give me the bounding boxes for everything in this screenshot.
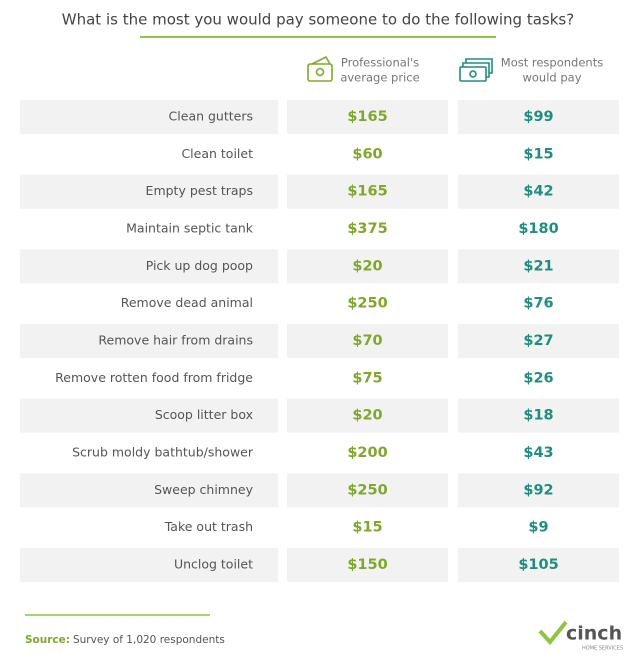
money-icon xyxy=(459,58,493,82)
price-cell: $250 xyxy=(347,296,387,312)
task-label: Maintain septic tank xyxy=(126,220,254,235)
row-band xyxy=(458,174,619,209)
row-band xyxy=(20,323,278,358)
column-header: would pay xyxy=(522,71,581,85)
column-header: Professional's xyxy=(341,56,419,70)
row-band xyxy=(287,100,448,134)
price-cell: $165 xyxy=(347,109,387,125)
title: What is the most you would pay someone t… xyxy=(62,11,574,29)
price-cell: $200 xyxy=(347,445,387,461)
row-band xyxy=(287,249,448,284)
price-cell: $375 xyxy=(347,221,387,237)
task-label: Unclog toilet xyxy=(174,556,253,571)
price-cell: $26 xyxy=(523,370,553,386)
price-cell: $42 xyxy=(523,184,553,200)
price-cell: $75 xyxy=(352,370,382,386)
price-icon xyxy=(307,55,333,82)
row-band xyxy=(287,398,448,433)
price-cell: $165 xyxy=(347,184,387,200)
price-cell: $92 xyxy=(523,482,553,498)
price-cell: $105 xyxy=(518,557,558,573)
price-cell: $43 xyxy=(523,445,553,461)
row-band xyxy=(458,323,619,358)
row-band xyxy=(287,473,448,508)
task-label: Empty pest traps xyxy=(146,183,253,198)
column-header: average price xyxy=(340,71,419,85)
source-text: Survey of 1,020 respondents xyxy=(73,634,225,646)
price-cell: $21 xyxy=(523,258,553,274)
price-cell: $9 xyxy=(528,520,548,536)
row-band xyxy=(458,547,619,582)
price-cell: $18 xyxy=(523,408,553,424)
source: Source: Survey of 1,020 respondents xyxy=(25,634,225,646)
row-band xyxy=(20,249,278,284)
row-band xyxy=(287,547,448,582)
row-band xyxy=(20,547,278,582)
task-label: Remove dead animal xyxy=(121,295,253,310)
row-band xyxy=(458,100,619,134)
task-label: Scrub moldy bathtub/shower xyxy=(72,444,254,459)
task-label: Clean gutters xyxy=(169,109,253,124)
task-label: Remove rotten food from fridge xyxy=(55,370,253,385)
price-cell: $150 xyxy=(347,557,387,573)
row-band xyxy=(287,174,448,209)
row-band xyxy=(458,249,619,284)
price-cell: $20 xyxy=(352,408,382,424)
source-label: Source: xyxy=(25,634,70,646)
row-band xyxy=(20,473,278,508)
row-band xyxy=(20,100,278,134)
logo-check xyxy=(538,620,568,646)
price-cell: $20 xyxy=(352,258,382,274)
price-cell: $15 xyxy=(352,520,382,536)
row-band xyxy=(458,398,619,433)
task-label: Take out trash xyxy=(164,519,253,534)
task-label: Clean toilet xyxy=(181,146,253,161)
row-band xyxy=(458,473,619,508)
price-cell: $99 xyxy=(523,109,553,125)
column-header: Most respondents xyxy=(501,56,603,70)
task-label: Pick up dog poop xyxy=(146,258,253,273)
task-label: Sweep chimney xyxy=(154,482,254,497)
price-cell: $15 xyxy=(523,146,553,162)
row-band xyxy=(287,323,448,358)
row-band xyxy=(20,174,278,209)
logo-sub: HOME SERVICES xyxy=(582,646,623,652)
price-cell: $27 xyxy=(523,333,553,349)
task-label: Remove hair from drains xyxy=(98,332,253,347)
price-cell: $180 xyxy=(518,221,558,237)
row-band xyxy=(20,398,278,433)
price-cell: $60 xyxy=(352,146,382,162)
price-cell: $76 xyxy=(523,296,553,312)
price-cell: $70 xyxy=(352,333,382,349)
task-label: Scoop litter box xyxy=(155,407,253,422)
price-cell: $250 xyxy=(347,482,387,498)
logo: cinch xyxy=(566,623,622,645)
